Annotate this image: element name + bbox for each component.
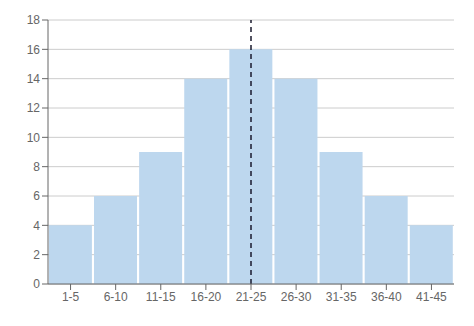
svg-text:16-20: 16-20 (191, 290, 222, 304)
svg-text:26-30: 26-30 (281, 290, 312, 304)
svg-text:4: 4 (33, 219, 40, 233)
svg-text:11-15: 11-15 (146, 290, 176, 304)
svg-text:0: 0 (33, 277, 40, 291)
svg-text:18: 18 (27, 13, 41, 27)
svg-text:16: 16 (27, 43, 41, 57)
svg-text:14: 14 (27, 72, 41, 86)
svg-text:41-45: 41-45 (416, 290, 447, 304)
svg-text:10: 10 (27, 131, 41, 145)
svg-text:6-10: 6-10 (104, 290, 128, 304)
svg-text:1-5: 1-5 (62, 290, 80, 304)
svg-text:36-40: 36-40 (371, 290, 402, 304)
svg-text:31-35: 31-35 (326, 290, 357, 304)
svg-text:6: 6 (33, 189, 40, 203)
svg-text:21-25: 21-25 (236, 290, 267, 304)
svg-text:12: 12 (27, 101, 41, 115)
svg-text:2: 2 (33, 248, 40, 262)
svg-text:8: 8 (33, 160, 40, 174)
